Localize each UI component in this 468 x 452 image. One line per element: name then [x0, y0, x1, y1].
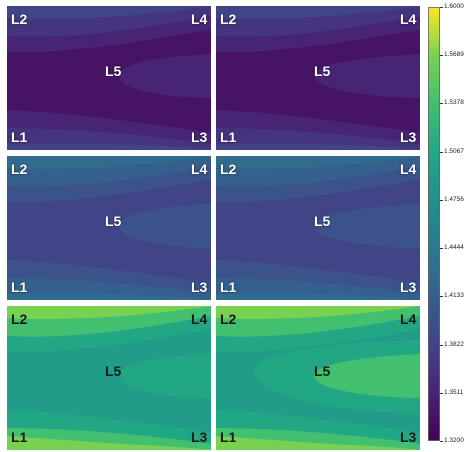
contour-plot — [216, 6, 420, 150]
contour-band-1 — [314, 354, 420, 398]
contour-plot — [7, 306, 211, 450]
colorbar-tick-label: 1.4756 — [444, 195, 464, 203]
label-l3: L3 — [191, 279, 208, 295]
heatmap-panel-2: L2 L4 L1 L3 L5 — [216, 6, 420, 150]
label-l2: L2 — [11, 311, 28, 327]
label-l4: L4 — [400, 11, 417, 27]
label-l1: L1 — [11, 279, 28, 295]
colorbar-tick-label: 1.5689 — [444, 51, 464, 59]
contour-plot — [216, 306, 420, 450]
colorbar-tick — [440, 248, 443, 250]
colorbar-gradient — [428, 7, 440, 441]
contour-band-1 — [314, 204, 420, 248]
label-l1: L1 — [11, 429, 28, 445]
label-l3: L3 — [191, 429, 208, 445]
label-l4: L4 — [400, 311, 417, 327]
label-l5: L5 — [105, 363, 122, 379]
contour-band-1 — [119, 54, 211, 98]
label-l3: L3 — [400, 279, 417, 295]
contour-plot — [7, 156, 211, 300]
label-l5: L5 — [314, 213, 331, 229]
label-l2: L2 — [220, 311, 237, 327]
label-l3: L3 — [191, 129, 208, 145]
label-l5: L5 — [314, 63, 331, 79]
colorbar-tick-label: 1.6000 — [444, 3, 464, 10]
contour-band-1 — [119, 204, 211, 248]
colorbar-tick — [440, 296, 443, 298]
label-l4: L4 — [400, 161, 417, 177]
colorbar-tick — [440, 55, 443, 57]
heatmap-panel-6: L2 L4 L1 L3 L5 — [216, 306, 420, 450]
label-l3: L3 — [400, 429, 417, 445]
contour-plot — [216, 156, 420, 300]
colorbar-tick — [440, 344, 443, 346]
colorbar-tick-label: 1.4444 — [444, 244, 464, 252]
label-l3: L3 — [400, 129, 417, 145]
colorbar — [428, 7, 440, 446]
colorbar-tick — [440, 151, 443, 153]
colorbar-tick — [440, 392, 443, 394]
label-l5: L5 — [105, 63, 122, 79]
contour-band-1 — [119, 354, 211, 398]
colorbar-tick — [440, 199, 443, 201]
label-l1: L1 — [220, 429, 237, 445]
contour-band-edge — [7, 436, 211, 450]
heatmap-panel-5: L2 L4 L1 L3 L5 — [7, 306, 211, 450]
heatmap-panel-4: L2 L4 L1 L3 L5 — [216, 156, 420, 300]
colorbar-tick — [440, 7, 443, 8]
heatmap-panel-1: L2 L4 L1 L3 L5 — [7, 6, 211, 150]
label-l1: L1 — [11, 129, 28, 145]
contour-band-1 — [314, 54, 420, 98]
label-l4: L4 — [191, 161, 208, 177]
contour-band-edge — [216, 436, 420, 450]
colorbar-tick-label: 1.5378 — [444, 99, 464, 107]
colorbar-tick — [440, 103, 443, 105]
label-l4: L4 — [191, 311, 208, 327]
colorbar-tick-label: 1.3822 — [444, 340, 464, 348]
label-l5: L5 — [105, 213, 122, 229]
colorbar-tick — [440, 441, 443, 442]
label-l2: L2 — [11, 161, 28, 177]
label-l1: L1 — [220, 279, 237, 295]
label-l4: L4 — [191, 11, 208, 27]
label-l5: L5 — [314, 363, 331, 379]
colorbar-tick-label: 1.3200 — [444, 437, 464, 444]
label-l2: L2 — [220, 161, 237, 177]
label-l1: L1 — [220, 129, 237, 145]
label-l2: L2 — [11, 11, 28, 27]
colorbar-tick-label: 1.3511 — [444, 388, 464, 396]
label-l2: L2 — [220, 11, 237, 27]
contour-plot — [7, 6, 211, 150]
heatmap-panel-3: L2 L4 L1 L3 L5 — [7, 156, 211, 300]
colorbar-tick-label: 1.4133 — [444, 292, 464, 300]
colorbar-tick-label: 1.5067 — [444, 147, 464, 155]
